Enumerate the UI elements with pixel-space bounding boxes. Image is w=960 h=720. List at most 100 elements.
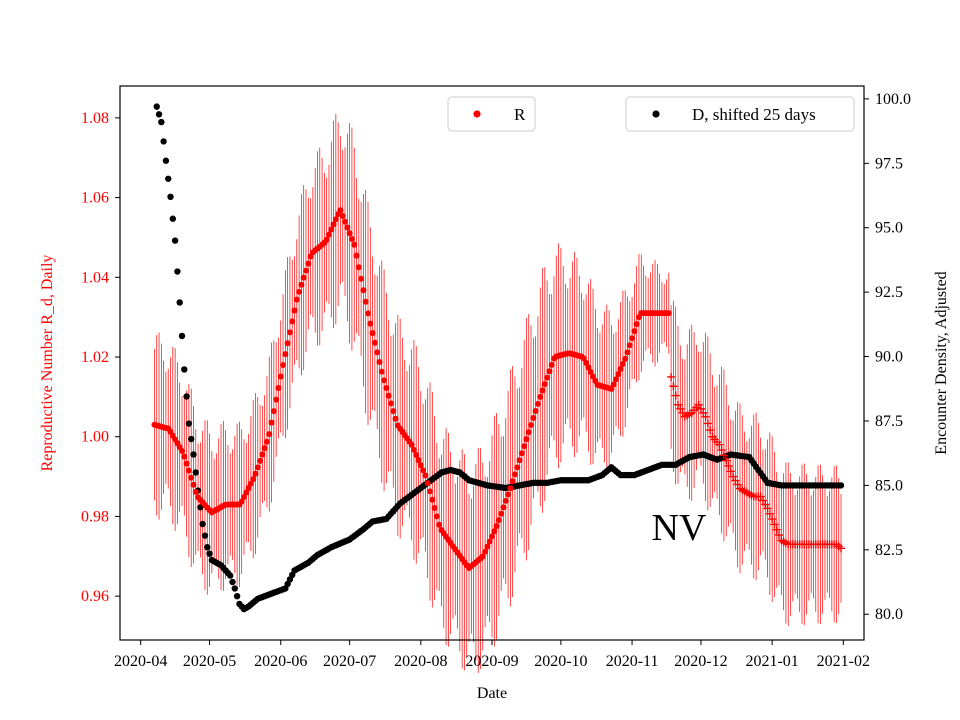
r-point-plus [772,525,781,534]
d-point [174,268,181,275]
d-point [181,366,188,373]
r-point [181,453,188,460]
r-point [291,307,298,314]
r-point [378,368,385,375]
r-point [367,320,374,327]
d-point [197,504,204,511]
d-point [190,451,197,458]
right-tick-label: 82.5 [875,542,903,559]
r-point [509,478,516,485]
d-point [160,138,167,145]
r-point [626,342,633,349]
r-point-plus [722,456,731,465]
r-point [507,485,514,492]
r-point-plus [671,391,680,400]
r-point [528,422,535,429]
r-point [353,252,360,259]
r-point [544,374,551,381]
r-point [261,445,268,452]
r-point [410,446,417,453]
r-point [486,538,493,545]
r-point [427,488,433,495]
r-point [245,485,252,492]
r-point [505,491,512,498]
r-point [268,419,275,426]
r-point [415,457,422,464]
d-point [227,572,234,579]
d-point [192,469,199,476]
r-point-plus [765,509,774,518]
left-axis-ticks: 0.96 0.98 1.00 1.02 1.04 1.06 1.08 [81,110,120,605]
r-point-plus [719,451,728,460]
r-point [280,361,287,368]
r-point-plus [703,419,712,428]
r-point [381,377,388,384]
r-point [241,494,247,501]
right-tick-label: 95.0 [875,220,903,237]
r-point [408,441,415,448]
r-point [629,335,636,342]
r-point [374,349,381,356]
x-tick-label: 2020-10 [534,653,587,670]
left-tick-label: 1.00 [81,429,109,446]
r-series-group [151,207,846,572]
r-point [495,517,502,524]
r-point [185,467,192,474]
x-tick-label: 2020-12 [674,653,727,670]
r-point [617,365,624,372]
d-point [158,118,165,126]
right-axis-label: Encounter Density, Adjusted [933,271,950,454]
r-point [546,368,553,375]
r-point [491,528,498,535]
r-point [665,310,672,317]
legend-d-label: D, shifted 25 days [692,105,816,124]
r-point [190,481,197,488]
d-point [231,585,239,592]
d-point [206,550,213,557]
left-tick-label: 1.04 [81,269,109,286]
left-tick-label: 0.98 [81,508,109,525]
r-point [383,385,390,392]
r-point [289,318,296,325]
r-point [511,471,518,478]
r-point [484,543,491,550]
r-point [518,450,525,457]
d-series-group [153,103,845,613]
r-point [270,408,277,415]
r-point [631,328,638,335]
d-point [199,520,206,528]
r-point [521,443,528,450]
r-point [348,236,355,243]
r-point [273,396,280,403]
right-tick-label: 87.5 [875,413,903,430]
d-point [185,420,193,427]
left-axis-label: Reproductive Number R_d, Daily [39,255,56,472]
r-point [610,381,617,388]
r-point-plus [770,520,779,529]
r-point [266,431,273,438]
x-axis-label: Date [477,685,507,702]
r-point [303,267,309,274]
d-point [169,215,177,222]
right-axis-ticks: 80.0 82.5 85.0 87.5 90.0 92.5 95.0 97.5 100.0 [864,91,911,623]
r-point [422,472,429,479]
r-point [330,221,337,228]
r-point-plus [726,467,735,476]
r-point [360,287,367,294]
r-point [633,321,640,328]
d-point [162,157,170,164]
r-point [580,355,587,362]
r-point [392,415,399,422]
r-point [257,457,264,464]
r-point [243,489,250,496]
r-point [252,470,259,477]
d-point [233,592,241,600]
r-point [355,264,362,271]
legend-r: R [447,96,536,132]
r-point [344,224,351,231]
r-point [238,498,245,505]
r-point [342,218,349,225]
r-point [539,387,546,394]
d-point [171,237,179,244]
d-point [204,544,211,551]
